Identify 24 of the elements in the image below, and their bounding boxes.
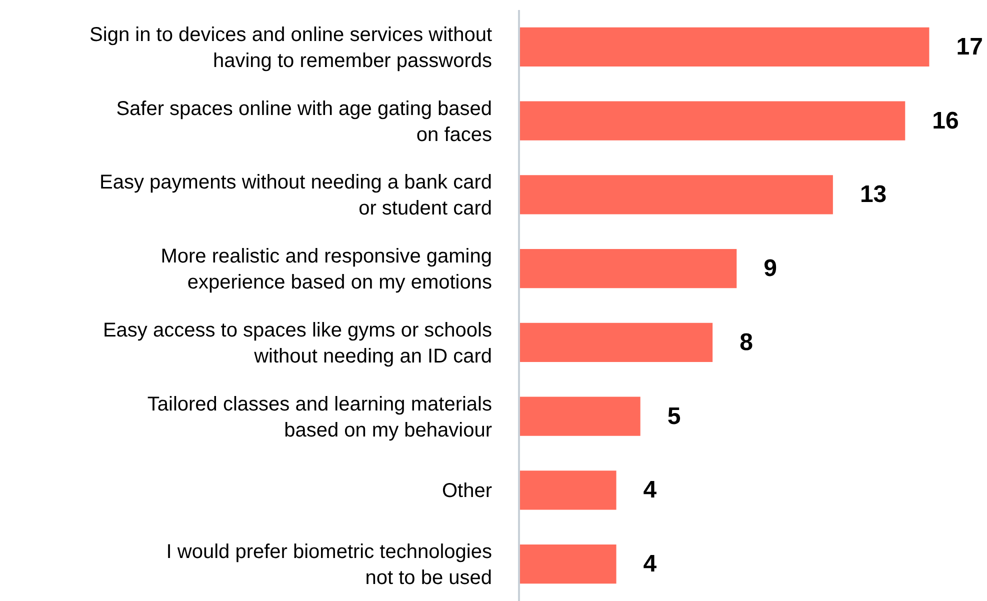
data-label: 8 [740, 328, 753, 356]
bar [520, 396, 640, 436]
bar [520, 175, 833, 214]
y-tick-label: Other [442, 480, 492, 502]
y-tick-label: Easy payments without needing a bank card or student card [100, 172, 492, 220]
data-label: 5 [667, 402, 681, 430]
bar [520, 322, 713, 362]
y-tick-label: Safer spaces online with age gating based on faces [116, 98, 492, 146]
bar [520, 248, 737, 288]
bar [520, 470, 616, 510]
y-tick-label: More realistic and responsive gaming experience based on my emotions [160, 246, 492, 294]
bar [520, 27, 930, 67]
y-tick-label: Easy access to spaces like gyms or schools without needing an ID card [102, 319, 492, 368]
data-label: 9 [764, 255, 778, 282]
bar [520, 544, 616, 584]
data-label: 4 [643, 476, 658, 504]
y-tick-label: Tailored classes and learning materials based on my behaviour [147, 393, 492, 442]
data-label: 16 [932, 107, 959, 134]
data-label: 4 [643, 550, 658, 578]
bar [520, 101, 906, 140]
y-tick-label: Sign in to devices and online services without having to remember passwords [90, 24, 492, 72]
data-label: 13 [860, 181, 887, 208]
y-tick-label: I would prefer biometric technologies not to be used [166, 541, 492, 590]
data-label: 17 [956, 33, 983, 60]
